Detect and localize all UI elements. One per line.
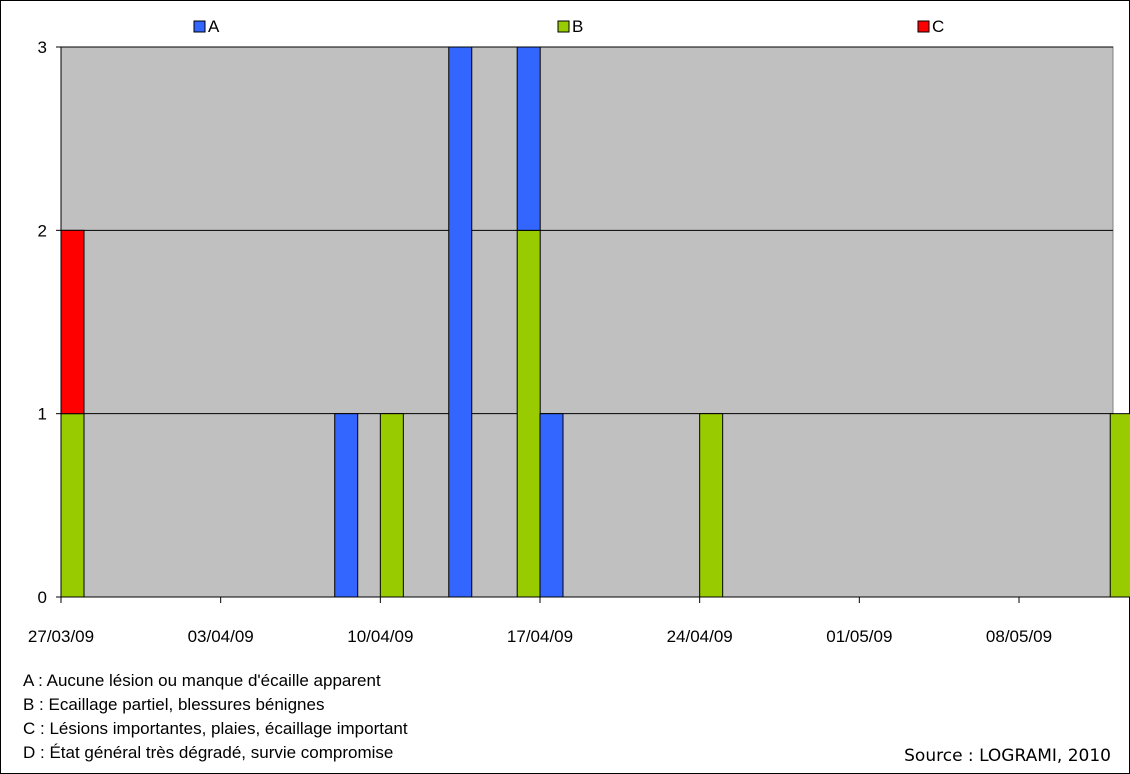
y-tick-label: 2 [38,221,47,240]
x-tick-label: 08/05/09 [986,627,1052,646]
y-tick-label: 3 [38,38,47,57]
legend-label-b: B [572,17,583,36]
legend-swatch-a [193,20,206,33]
y-tick-label: 1 [38,405,47,424]
bar-b [379,413,404,598]
legend-label-a: A [208,17,220,36]
legend-swatch-b [557,20,570,33]
x-tick-label: 27/03/09 [28,627,94,646]
note-d: D : État général très dégradé, survie co… [23,743,394,762]
source-label: Source : LOGRAMI, 2010 [904,746,1111,766]
note-a: A : Aucune lésion ou manque d'écaille ap… [23,671,381,690]
bar-a [516,46,541,231]
legend-swatch-c [917,20,930,33]
bar-b [699,413,724,598]
x-tick-label: 17/04/09 [507,627,573,646]
x-tick-label: 03/04/09 [188,627,254,646]
x-tick-label: 01/05/09 [826,627,892,646]
bar-c [60,229,85,415]
bar-a [448,46,473,598]
bar-b [1109,413,1130,598]
legend-label-c: C [932,17,944,36]
chart-svg: 0 1 2 3 27/03/09 03/04/09 10/04/09 17/04/09 24/0… [28,17,1130,646]
bar-b [516,229,541,598]
x-tick-label: 24/04/09 [667,627,733,646]
bar-b [60,413,85,598]
y-tick-label: 0 [38,588,47,607]
note-c: C : Lésions importantes, plaies, écailla… [23,719,408,738]
bar-a [334,413,359,598]
plot-area [60,46,1114,598]
note-b: B : Ecaillage partiel, blessures bénigne… [23,695,325,714]
x-tick-label: 10/04/09 [347,627,413,646]
bar-a [539,413,564,598]
